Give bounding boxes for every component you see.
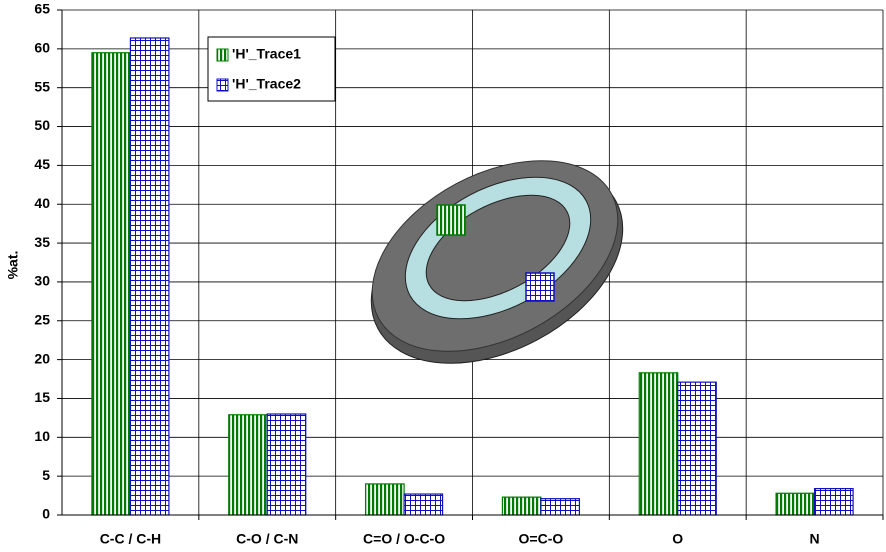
x-tick-label: C-C / C-H (100, 531, 161, 547)
y-tick-label: 35 (34, 234, 50, 250)
bar (266, 413, 307, 516)
x-tick-label: O (672, 531, 683, 547)
y-tick-label: 45 (34, 156, 50, 172)
x-tick-label: O=C-O (519, 531, 564, 547)
bar (403, 493, 444, 516)
y-tick-label: 30 (34, 273, 50, 289)
legend-label: 'H'_Trace1 (232, 46, 301, 62)
legend-swatch (216, 78, 229, 92)
legend-box (207, 36, 336, 102)
y-tick-label: 5 (42, 467, 50, 483)
y-tick-label: 40 (34, 195, 50, 211)
x-tick-label: N (810, 531, 820, 547)
y-tick-label: 0 (42, 506, 50, 522)
bar (228, 414, 268, 516)
bar (638, 372, 679, 516)
bar (540, 498, 581, 516)
y-tick-label: 60 (34, 40, 50, 56)
y-tick-label: 25 (34, 311, 50, 327)
x-tick-label: C=O / O-C-O (363, 531, 445, 547)
y-tick-label: 50 (34, 117, 50, 133)
x-tick-label: C-O / C-N (236, 531, 298, 547)
disk-illustration (370, 160, 624, 364)
legend-swatch (216, 48, 229, 62)
legend-label: 'H'_Trace2 (232, 76, 301, 92)
bar (677, 381, 717, 516)
legend: 'H'_Trace1 'H'_Trace2 (207, 36, 336, 102)
y-tick-label: 15 (34, 389, 50, 405)
bar (501, 496, 542, 516)
bar (129, 37, 170, 516)
y-axis-label: %at. (5, 251, 21, 280)
bar (364, 483, 405, 516)
y-tick-label: 65 (34, 1, 50, 17)
bar (91, 52, 132, 516)
y-tick-label: 10 (34, 428, 50, 444)
bar (813, 487, 854, 516)
y-tick-label: 20 (34, 350, 50, 366)
bar (775, 492, 816, 516)
y-tick-label: 55 (34, 78, 50, 94)
bars (91, 37, 854, 516)
